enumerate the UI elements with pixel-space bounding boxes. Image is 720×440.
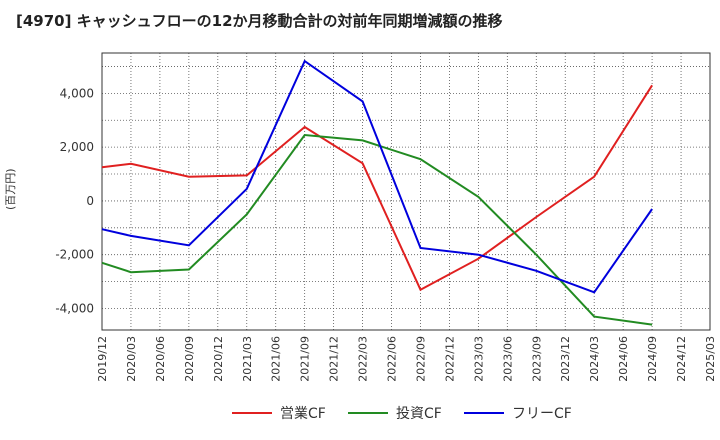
- x-tick-label: 2022/09: [414, 336, 427, 382]
- x-tick-label: 2024/03: [588, 336, 601, 382]
- x-tick-label: 2021/06: [270, 336, 283, 382]
- y-tick-label: -4,000: [55, 301, 94, 315]
- legend-swatch-investing-cf: [348, 412, 388, 414]
- legend-label-operating-cf: 営業CF: [280, 406, 326, 422]
- x-tick-label: 2019/12: [96, 336, 109, 382]
- x-tick-label: 2024/09: [646, 336, 659, 382]
- plot-border: [101, 52, 711, 331]
- legend-label-investing-cf: 投資CF: [396, 406, 442, 422]
- x-tick-label: 2020/03: [125, 336, 138, 382]
- series-line-investing-cf: [101, 133, 653, 326]
- x-tick-label: 2022/03: [357, 336, 370, 382]
- x-tick-label: 2021/03: [241, 336, 254, 382]
- legend-item-investing-cf: 投資CF: [348, 403, 442, 423]
- legend-swatch-operating-cf: [232, 412, 272, 414]
- x-tick-label: 2023/09: [530, 336, 543, 382]
- legend-label-free-cf: フリーCF: [512, 406, 572, 422]
- x-tick-label: 2022/06: [386, 336, 399, 382]
- x-tick-label: 2020/09: [183, 336, 196, 382]
- x-tick-label: 2022/12: [443, 336, 456, 382]
- x-tick-label: 2023/12: [559, 336, 572, 382]
- x-tick-label: 2024/06: [617, 336, 630, 382]
- legend-item-free-cf: フリーCF: [464, 403, 572, 423]
- legend-item-operating-cf: 営業CF: [232, 403, 326, 423]
- x-tick-label: 2024/12: [675, 336, 688, 382]
- x-tick-label: 2021/12: [328, 336, 341, 382]
- series-line-operating-cf: [101, 84, 653, 292]
- series-line-free-cf: [101, 59, 653, 294]
- legend: 営業CF 投資CF フリーCF: [0, 403, 720, 427]
- y-tick-label: -2,000: [55, 248, 94, 262]
- y-tick-label: 4,000: [60, 86, 94, 100]
- chart-title: [4970] キャッシュフローの12か月移動合計の対前年同期増減額の推移: [16, 12, 503, 30]
- x-tick-label: 2023/06: [501, 336, 514, 382]
- y-tick-label: 0: [86, 194, 94, 208]
- x-tick-label: 2025/03: [704, 336, 717, 382]
- plot-area: [102, 53, 710, 330]
- x-tick-label: 2020/06: [154, 336, 167, 382]
- x-tick-label: 2021/09: [299, 336, 312, 382]
- y-tick-label: 2,000: [60, 140, 94, 154]
- x-tick-label: 2020/12: [212, 336, 225, 382]
- legend-swatch-free-cf: [464, 412, 504, 414]
- x-tick-label: 2023/03: [472, 336, 485, 382]
